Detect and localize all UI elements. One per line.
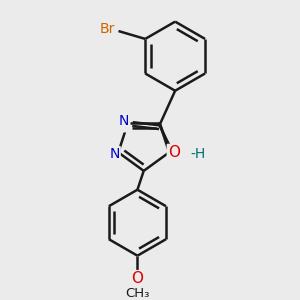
Text: N: N — [170, 147, 182, 162]
Text: N: N — [110, 147, 120, 161]
Text: -H: -H — [191, 147, 206, 161]
Text: Br: Br — [100, 22, 115, 37]
Text: N: N — [119, 114, 129, 128]
Text: O: O — [131, 271, 143, 286]
Text: O: O — [168, 145, 180, 160]
Text: O: O — [117, 116, 129, 131]
Text: CH₃: CH₃ — [125, 287, 150, 300]
